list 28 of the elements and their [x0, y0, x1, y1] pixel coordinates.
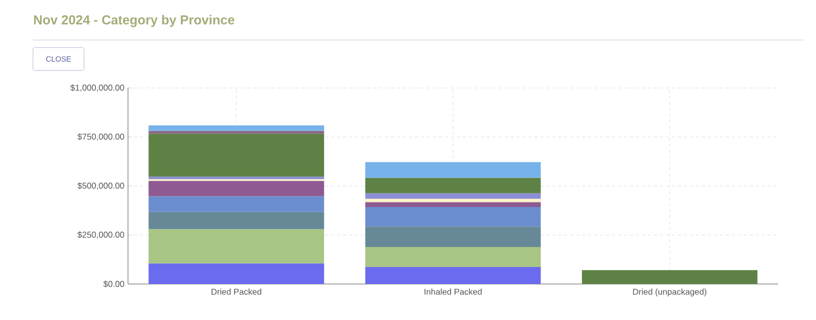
bar: [148, 180, 324, 196]
bar: [365, 178, 541, 194]
bar: [148, 130, 324, 134]
bar: [148, 212, 324, 230]
x-tick-label: Inhaled Packed: [424, 288, 482, 295]
chart-title: Nov 2024 - Category by Province: [34, 14, 234, 28]
bar: [365, 162, 541, 178]
bar: [365, 246, 541, 267]
y-tick-label: $750,000.00: [77, 133, 124, 141]
bar: [148, 176, 324, 180]
bar: [148, 196, 324, 212]
x-tick-label: Dried Packed: [212, 288, 262, 295]
y-tick-label: $500,000.00: [77, 182, 124, 190]
bar: [365, 193, 541, 199]
bar: [148, 134, 324, 177]
bar: [148, 263, 324, 284]
x-tick-label: Dried (unpackaged): [633, 288, 706, 296]
y-tick-label: $250,000.00: [77, 231, 124, 239]
bar: [148, 125, 324, 131]
bar: [148, 229, 324, 264]
bar: [365, 206, 541, 227]
y-tick-label: $0.00: [103, 280, 124, 288]
bar: [582, 270, 758, 284]
bar: [365, 226, 541, 247]
y-tick-label: $1,000,000.00: [70, 84, 124, 92]
bar: [365, 198, 541, 202]
bar: [365, 202, 541, 207]
bar: [365, 266, 541, 284]
